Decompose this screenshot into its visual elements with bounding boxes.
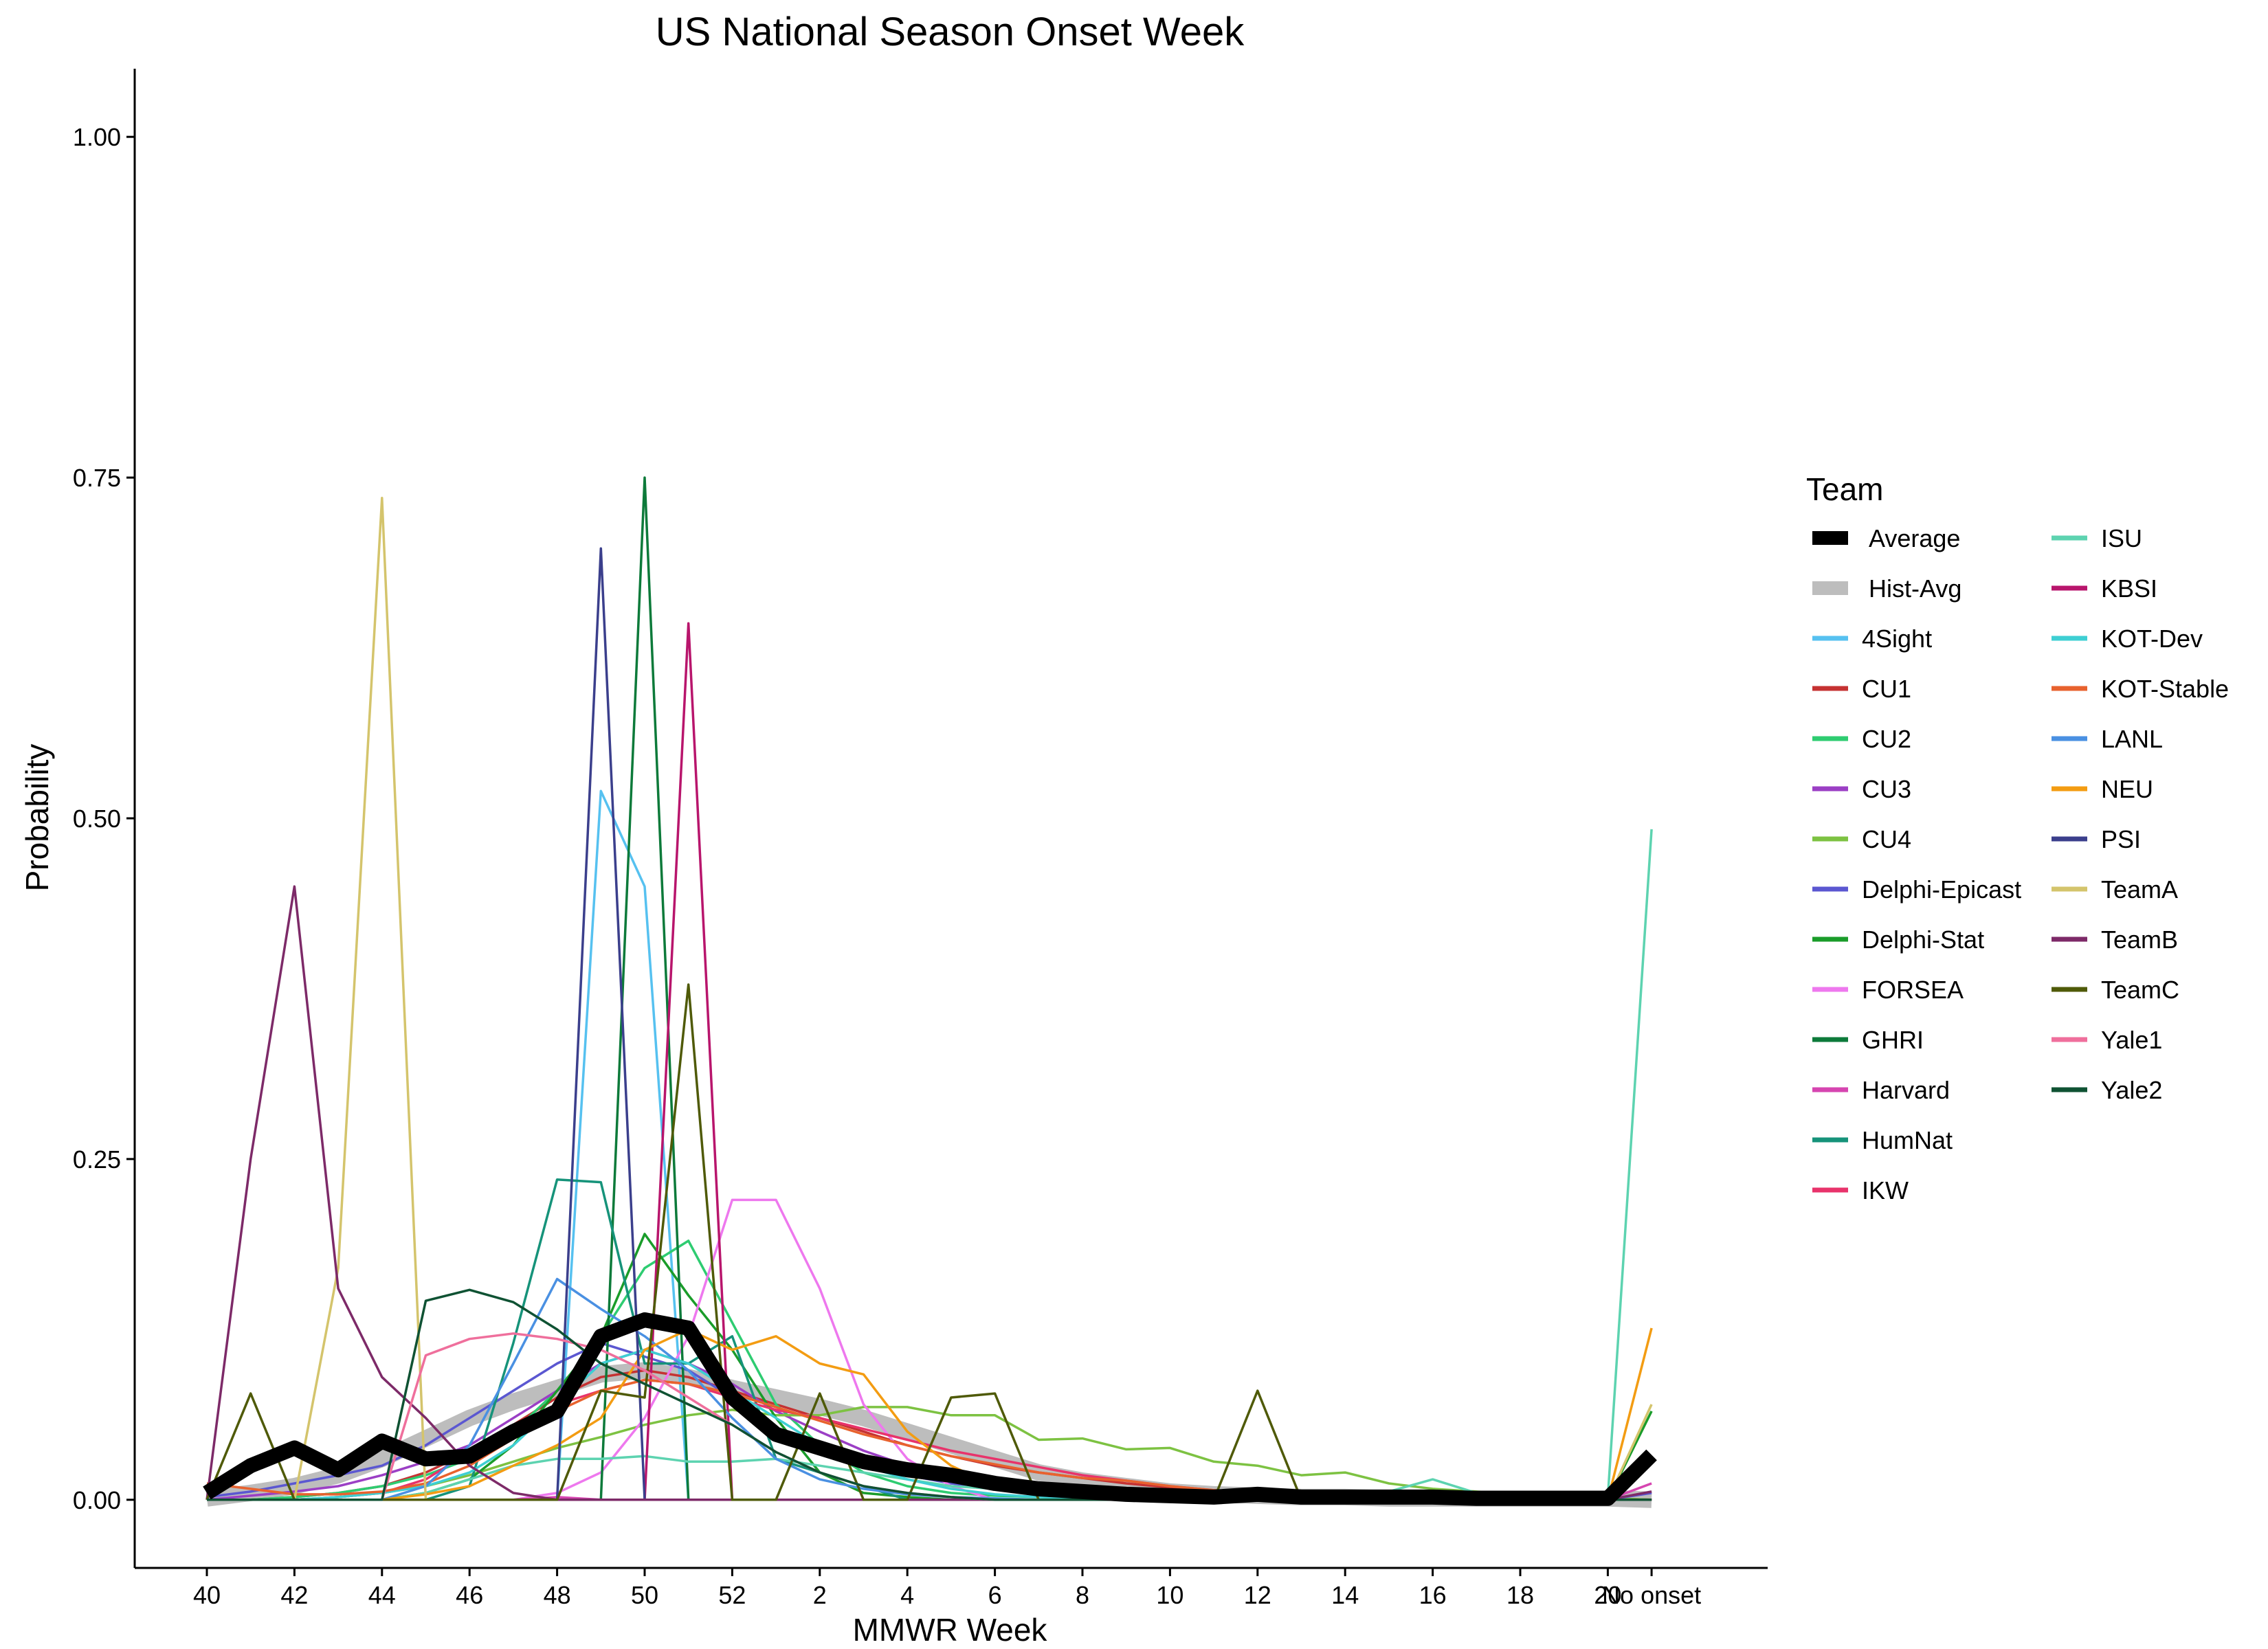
y-axis: 0.00 0.25 0.50 0.75 1.00 — [73, 69, 136, 1568]
plot-area: 0.000.250.500.751.00 40 42 44 46 48 50 52 2 4 6 8 1… — [73, 69, 1768, 1609]
legend-label: Yale2 — [2101, 1076, 2162, 1104]
series-line-psi — [207, 547, 1652, 1501]
x-tick-label: 2 — [813, 1581, 827, 1609]
x-tick-label: 16 — [1419, 1581, 1447, 1609]
legend-items: Average Hist-Avg 4Sight CU1 CU2 CU3 CU4 Delphi-… — [1812, 524, 2229, 1204]
legend-label: Hist-Avg — [1869, 574, 1961, 603]
legend-label: KOT-Stable — [2101, 675, 2229, 703]
x-tick-label: 12 — [1244, 1581, 1271, 1609]
legend-label: PSI — [2101, 825, 2141, 853]
legend-label: 4Sight — [1862, 625, 1932, 653]
x-tick-label: 8 — [1076, 1581, 1089, 1609]
x-tick-label: 46 — [456, 1581, 483, 1609]
legend-label: Delphi-Stat — [1862, 926, 1984, 954]
x-tick-label: 14 — [1331, 1581, 1359, 1609]
legend-label: NEU — [2101, 775, 2153, 803]
x-tick-label: 52 — [718, 1581, 746, 1609]
legend-label: IKW — [1862, 1176, 1909, 1204]
series-line-4sight — [207, 789, 1652, 1501]
legend-title: Team — [1806, 471, 1883, 507]
y-tick-label: 0.25 — [73, 1145, 121, 1174]
x-tick-label: 40 — [193, 1581, 221, 1609]
x-tick-label: No onset — [1602, 1581, 1701, 1609]
series-line-average — [203, 1312, 1657, 1506]
y-tick-label: 0.50 — [73, 805, 121, 833]
x-tick-label: 18 — [1507, 1581, 1534, 1609]
legend-label: LANL — [2101, 725, 2163, 753]
legend-label: GHRI — [1862, 1026, 1924, 1054]
x-tick-label: 44 — [368, 1581, 396, 1609]
series-line-kbsi — [207, 622, 1652, 1501]
legend-label: CU2 — [1862, 725, 1911, 753]
x-tick-label: 20 — [1594, 1581, 1621, 1609]
x-tick-label: 10 — [1156, 1581, 1183, 1609]
legend-label: ISU — [2101, 524, 2142, 552]
legend-label: TeamB — [2101, 926, 2178, 954]
x-tick-label: 6 — [988, 1581, 1002, 1609]
legend-label: CU3 — [1862, 775, 1911, 803]
legend-label: HumNat — [1862, 1126, 1953, 1154]
legend-label: KBSI — [2101, 574, 2157, 603]
legend-label: TeamC — [2101, 976, 2179, 1004]
series-line-teama — [207, 497, 1653, 1501]
y-tick-label: 0.75 — [73, 464, 121, 492]
series-line-teamb — [205, 885, 1652, 1501]
legend-label: KOT-Dev — [2101, 625, 2203, 653]
legend-label: Harvard — [1862, 1076, 1950, 1104]
series-lines — [203, 476, 1657, 1508]
legend-label: CU1 — [1862, 675, 1911, 703]
legend-label: Delphi-Epicast — [1862, 875, 2021, 904]
x-tick-label: 48 — [544, 1581, 571, 1609]
y-tick-label: 1.00 — [73, 123, 121, 151]
legend-label: Average — [1869, 524, 1960, 552]
legend-label: Yale1 — [2101, 1026, 2162, 1054]
legend-label: TeamA — [2101, 875, 2178, 904]
legend-label: CU4 — [1862, 825, 1911, 853]
y-axis-title: Probability — [19, 744, 55, 892]
series-line-isu — [207, 829, 1653, 1501]
chart-title: US National Season Onset Week — [656, 10, 1245, 54]
legend: Team Average Hist-Avg 4Sight CU1 CU2 CU3 CU4 De… — [1806, 471, 2229, 1204]
x-tick-label: 42 — [280, 1581, 308, 1609]
series-line-ghri — [207, 476, 1652, 1501]
x-tick-label: 4 — [900, 1581, 914, 1609]
y-tick-label: 0.00 — [73, 1486, 121, 1514]
x-axis-title: MMWR Week — [853, 1612, 1048, 1648]
x-tick-label: 50 — [631, 1581, 658, 1609]
legend-label: FORSEA — [1862, 976, 1964, 1004]
